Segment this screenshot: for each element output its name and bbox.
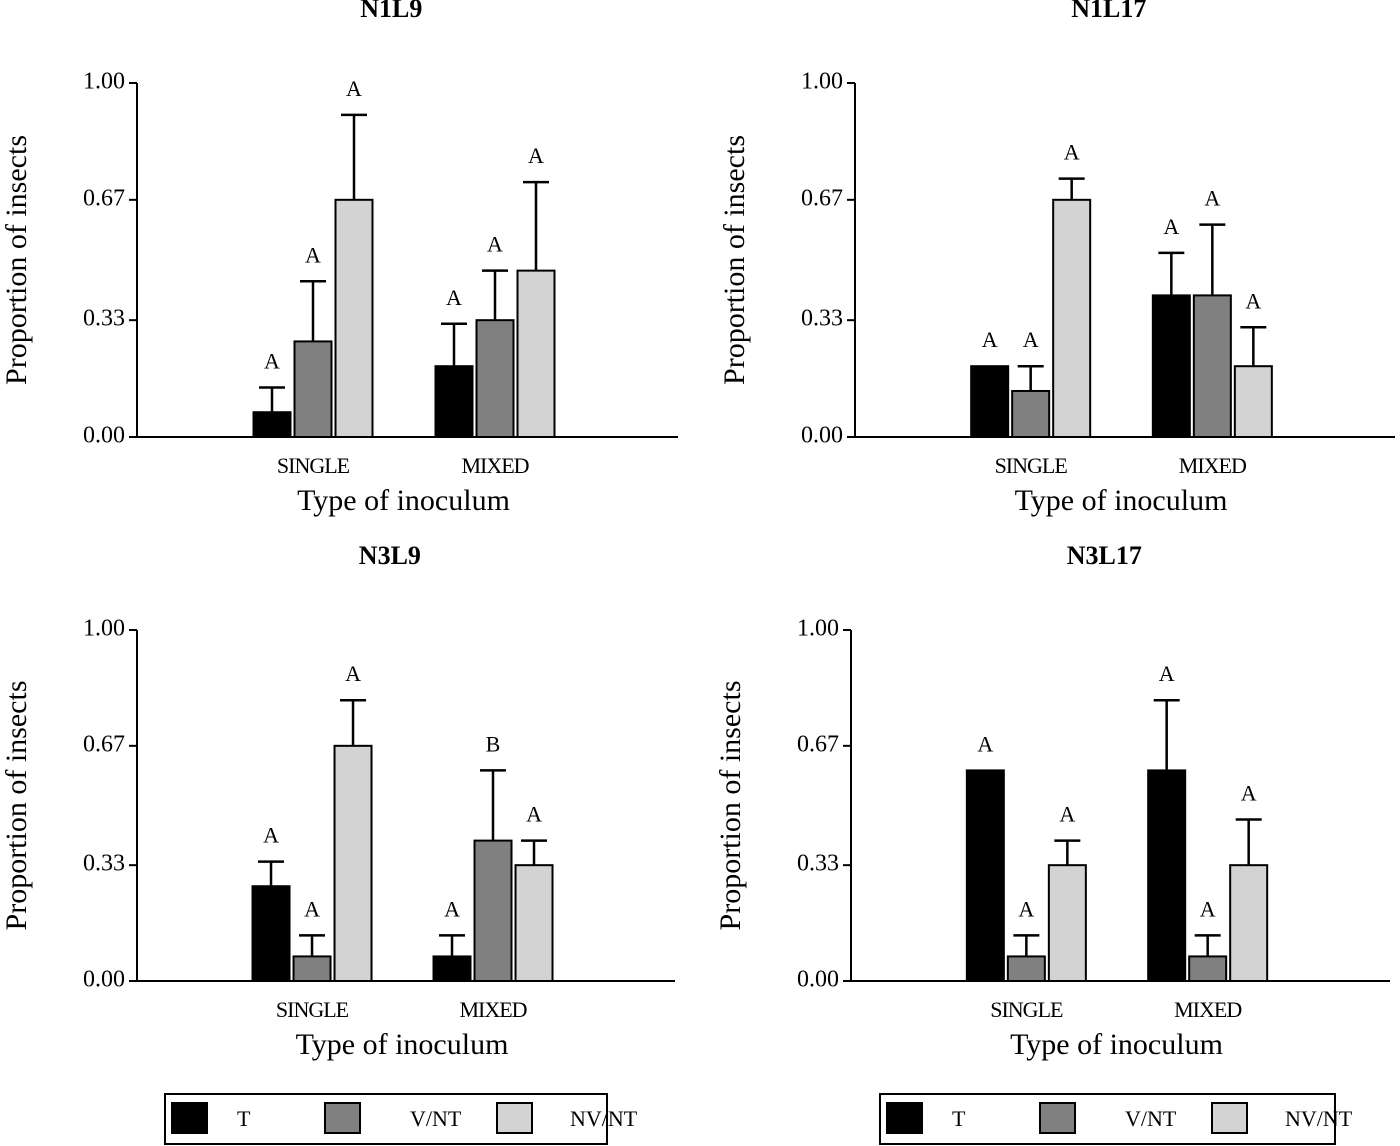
x-tick-label: MIXED xyxy=(1179,453,1246,478)
x-tick-label: MIXED xyxy=(459,997,526,1022)
legend-swatch xyxy=(496,1102,533,1134)
legend-label: NV/NT xyxy=(570,1106,638,1131)
chart-title: N1L9 xyxy=(360,0,422,23)
legend-label: T xyxy=(952,1106,966,1131)
significance-letter: A xyxy=(1023,327,1039,352)
bar xyxy=(1047,864,1087,982)
y-tick-label: 1.00 xyxy=(83,69,125,95)
legend-swatch xyxy=(171,1102,208,1134)
legend-label: V/NT xyxy=(1125,1106,1177,1131)
y-axis-label: Proportion of insects xyxy=(0,681,33,931)
y-tick-label: 0.33 xyxy=(801,306,843,332)
significance-letter: A xyxy=(1059,802,1075,827)
significance-letter: A xyxy=(528,143,544,168)
bar xyxy=(434,365,474,439)
y-axis-label: Proportion of insects xyxy=(718,135,751,385)
legend-swatch xyxy=(1039,1102,1076,1134)
legend-swatch xyxy=(1211,1102,1248,1134)
significance-letter: A xyxy=(1241,781,1257,806)
significance-letter: A xyxy=(1064,140,1080,165)
bar xyxy=(516,269,556,438)
bar xyxy=(1188,955,1228,982)
legend-box xyxy=(879,1093,1336,1145)
legend-label: T xyxy=(237,1106,251,1131)
legend-label: V/NT xyxy=(410,1106,462,1131)
x-tick-label: SINGLE xyxy=(995,453,1068,478)
chart-title: N3L17 xyxy=(1067,541,1142,570)
y-tick-label: 0.00 xyxy=(83,967,125,993)
y-tick-label: 0.67 xyxy=(83,731,125,757)
legend-swatch xyxy=(324,1102,361,1134)
x-axis-label: Type of inoculum xyxy=(1015,484,1228,517)
significance-letter: A xyxy=(444,896,460,921)
y-tick-label: 0.67 xyxy=(797,731,839,757)
bar xyxy=(1192,294,1232,438)
y-tick-label: 1.00 xyxy=(797,616,839,642)
x-axis-label: Type of inoculum xyxy=(296,1028,509,1061)
significance-letter: A xyxy=(982,327,998,352)
y-tick-label: 1.00 xyxy=(83,616,125,642)
bar xyxy=(1233,365,1273,439)
x-axis-label: Type of inoculum xyxy=(1010,1028,1223,1061)
y-tick-label: 0.33 xyxy=(83,851,125,877)
bar xyxy=(292,955,332,982)
significance-letter: A xyxy=(977,731,993,756)
bar xyxy=(1229,864,1269,982)
bar xyxy=(333,744,373,983)
bar xyxy=(1006,955,1046,982)
significance-letter: A xyxy=(526,802,542,827)
chart-title: N3L9 xyxy=(359,541,421,570)
bar xyxy=(473,839,513,982)
y-tick-label: 0.33 xyxy=(797,851,839,877)
significance-letter: A xyxy=(305,242,321,267)
bar xyxy=(1147,769,1187,983)
x-tick-label: MIXED xyxy=(461,453,528,478)
y-tick-label: 0.67 xyxy=(83,185,125,211)
significance-letter: A xyxy=(1163,214,1179,239)
significance-letter: A xyxy=(1018,896,1034,921)
significance-letter: A xyxy=(264,348,280,373)
y-tick-label: 0.67 xyxy=(801,185,843,211)
x-tick-label: MIXED xyxy=(1174,997,1241,1022)
bar xyxy=(251,885,291,982)
significance-letter: A xyxy=(1204,186,1220,211)
legend-swatch xyxy=(886,1102,923,1134)
legend-label: NV/NT xyxy=(1285,1106,1353,1131)
bar xyxy=(514,864,554,982)
y-tick-label: 0.00 xyxy=(797,967,839,993)
bar xyxy=(1052,198,1092,438)
y-tick-label: 0.00 xyxy=(83,423,125,449)
significance-letter: A xyxy=(1200,896,1216,921)
bar xyxy=(965,769,1005,983)
bar xyxy=(1011,389,1051,439)
significance-letter: B xyxy=(486,731,501,756)
x-tick-label: SINGLE xyxy=(276,997,349,1022)
significance-letter: A xyxy=(346,76,362,101)
bar xyxy=(475,319,515,438)
significance-letter: A xyxy=(263,823,279,848)
y-axis-label: Proportion of insects xyxy=(714,681,747,931)
bar xyxy=(252,411,292,439)
significance-letter: A xyxy=(487,232,503,257)
significance-letter: A xyxy=(345,661,361,686)
significance-letter: A xyxy=(1159,661,1175,686)
bar xyxy=(1151,294,1191,438)
bar xyxy=(334,198,374,438)
x-tick-label: SINGLE xyxy=(990,997,1063,1022)
significance-letter: A xyxy=(1245,288,1261,313)
bar xyxy=(293,340,333,439)
y-tick-label: 1.00 xyxy=(801,69,843,95)
significance-letter: A xyxy=(304,896,320,921)
y-tick-label: 0.33 xyxy=(83,306,125,332)
y-tick-label: 0.00 xyxy=(801,423,843,449)
significance-letter: A xyxy=(446,285,462,310)
bar xyxy=(970,365,1010,439)
y-axis-label: Proportion of insects xyxy=(0,135,33,385)
chart-title: N1L17 xyxy=(1071,0,1146,23)
legend-box xyxy=(164,1093,608,1145)
bar xyxy=(432,955,472,982)
x-axis-label: Type of inoculum xyxy=(297,484,510,517)
x-tick-label: SINGLE xyxy=(277,453,350,478)
